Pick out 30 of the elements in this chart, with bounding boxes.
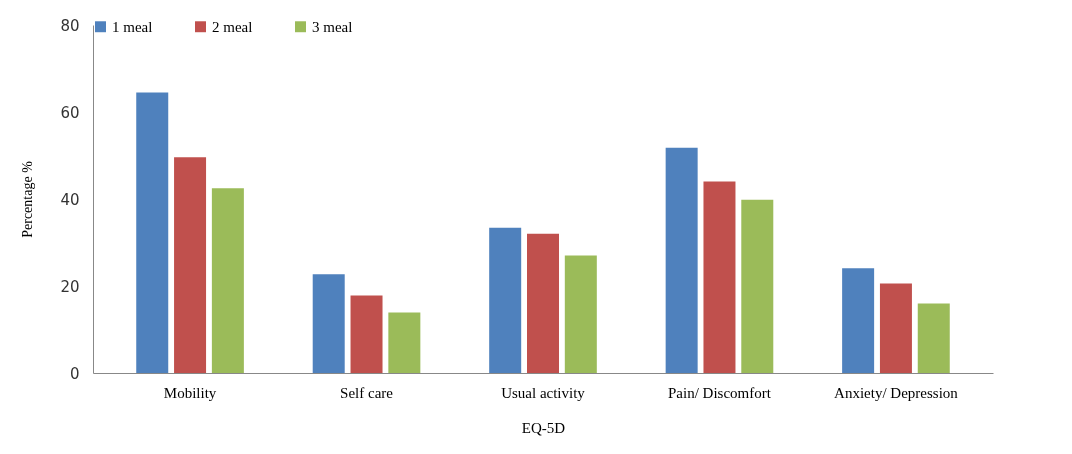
bar [665, 147, 698, 373]
bar [211, 188, 244, 373]
bar [842, 268, 875, 373]
bar [136, 92, 169, 373]
y-tick-label: 60 [60, 103, 80, 122]
x-tick-label: Pain/ Discomfort [668, 384, 772, 401]
x-tick-label: Usual activity [501, 384, 586, 401]
bar [312, 274, 345, 373]
bar [350, 295, 383, 373]
legend-label: 3 meal [312, 18, 353, 35]
legend-label: 1 meal [112, 18, 153, 35]
bar [917, 303, 950, 373]
bar [703, 181, 736, 373]
x-tick-label: Mobility [163, 384, 217, 401]
y-axis-title: Percentage % [20, 160, 36, 238]
x-tick-label: Anxiety/ Depression [834, 384, 959, 401]
y-tick-label: 40 [60, 190, 80, 209]
bar [174, 157, 207, 373]
bar [527, 233, 559, 373]
legend-label: 2 meal [212, 18, 253, 35]
y-tick-label: 80 [60, 16, 80, 35]
bar [388, 312, 421, 373]
bar [741, 199, 774, 373]
y-tick-label: 20 [60, 277, 80, 296]
x-axis-title: EQ-5D [521, 419, 566, 436]
bar [489, 227, 522, 373]
x-tick-label: Self care [340, 384, 394, 401]
bar [564, 255, 597, 373]
bar [879, 283, 912, 373]
y-tick-label: 0 [69, 364, 80, 383]
